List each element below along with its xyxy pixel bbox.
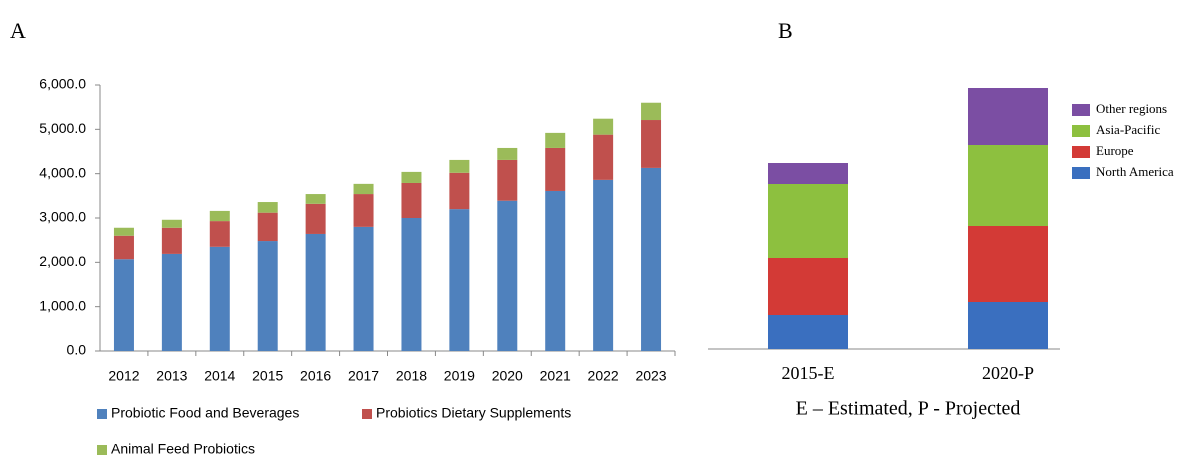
x-tick-label: 2015 <box>252 368 283 384</box>
bar-segment <box>353 226 374 351</box>
bar-segment <box>113 235 134 260</box>
bar-segment <box>641 167 662 351</box>
bar-segment <box>353 194 374 227</box>
legend-label: Probiotic Food and Beverages <box>111 405 299 421</box>
legend-swatch <box>1072 167 1090 179</box>
annotation: E – Estimated, P - Projected <box>796 398 1021 420</box>
bar-segment <box>593 134 614 180</box>
y-tick-label: 3,000.0 <box>39 209 86 225</box>
bar-segment <box>161 219 182 228</box>
legend-label: Animal Feed Probiotics <box>111 441 255 457</box>
x-tick-label: 2018 <box>396 368 427 384</box>
y-tick-label: 6,000.0 <box>39 76 86 92</box>
bar-segment <box>545 132 566 148</box>
legend-swatch <box>1072 125 1090 137</box>
x-tick-label: 2016 <box>300 368 331 384</box>
bar-segment <box>449 172 470 210</box>
legend-label: Asia-Pacific <box>1096 122 1160 137</box>
x-tick-label: 2017 <box>348 368 379 384</box>
legend-label: Other regions <box>1096 101 1167 116</box>
legend-swatch <box>97 409 107 419</box>
bar-segment <box>768 163 848 184</box>
bar-segment <box>209 221 230 247</box>
x-tick-label: 2020-P <box>982 363 1034 383</box>
bar-segment <box>497 159 518 201</box>
bar-segment <box>161 253 182 351</box>
bar-segment <box>401 171 422 183</box>
y-tick-label: 1,000.0 <box>39 297 86 313</box>
bar-segment <box>257 212 278 242</box>
legend-swatch <box>1072 146 1090 158</box>
legend-label: Probiotics Dietary Supplements <box>376 405 571 421</box>
x-tick-label: 2021 <box>540 368 571 384</box>
x-tick-label: 2015-E <box>782 363 835 383</box>
bar-segment <box>209 210 230 222</box>
legend-swatch <box>362 409 372 419</box>
x-tick-label: 2012 <box>108 368 139 384</box>
y-tick-label: 5,000.0 <box>39 120 86 136</box>
x-tick-label: 2023 <box>635 368 666 384</box>
legend-swatch <box>97 445 107 455</box>
bar-segment <box>497 147 518 160</box>
bar-segment <box>545 190 566 351</box>
bar-segment <box>968 88 1048 145</box>
x-tick-label: 2013 <box>156 368 187 384</box>
x-tick-label: 2020 <box>492 368 523 384</box>
x-tick-label: 2022 <box>588 368 619 384</box>
bar-segment <box>968 302 1048 349</box>
y-tick-label: 2,000.0 <box>39 253 86 269</box>
bar-segment <box>968 145 1048 226</box>
bar-segment <box>113 259 134 351</box>
bar-segment <box>768 315 848 349</box>
bar-segment <box>593 118 614 135</box>
bar-segment <box>768 184 848 258</box>
bar-segment <box>209 246 230 351</box>
bar-segment <box>497 200 518 351</box>
bar-segment <box>449 209 470 351</box>
legend-label: Europe <box>1096 143 1134 158</box>
bar-segment <box>305 233 326 351</box>
bar-segment <box>305 203 326 234</box>
y-tick-label: 4,000.0 <box>39 164 86 180</box>
x-tick-label: 2019 <box>444 368 475 384</box>
bar-segment <box>768 258 848 315</box>
legend-swatch <box>1072 104 1090 116</box>
bar-segment <box>545 147 566 191</box>
panel-label: A <box>10 18 26 43</box>
bar-segment <box>401 218 422 351</box>
bar-segment <box>968 226 1048 302</box>
x-tick-label: 2014 <box>204 368 235 384</box>
bar-segment <box>257 202 278 213</box>
bar-segment <box>257 241 278 351</box>
bar-segment <box>113 227 134 236</box>
bar-segment <box>593 179 614 351</box>
bar-segment <box>161 227 182 254</box>
y-tick-label: 0.0 <box>67 342 87 358</box>
bar-segment <box>641 102 662 121</box>
bar-segment <box>641 120 662 168</box>
bar-segment <box>449 159 470 173</box>
bar-segment <box>353 183 374 195</box>
bar-segment <box>401 182 422 218</box>
bar-segment <box>305 194 326 204</box>
legend-label: North America <box>1096 164 1174 179</box>
panel-label: B <box>778 18 793 43</box>
